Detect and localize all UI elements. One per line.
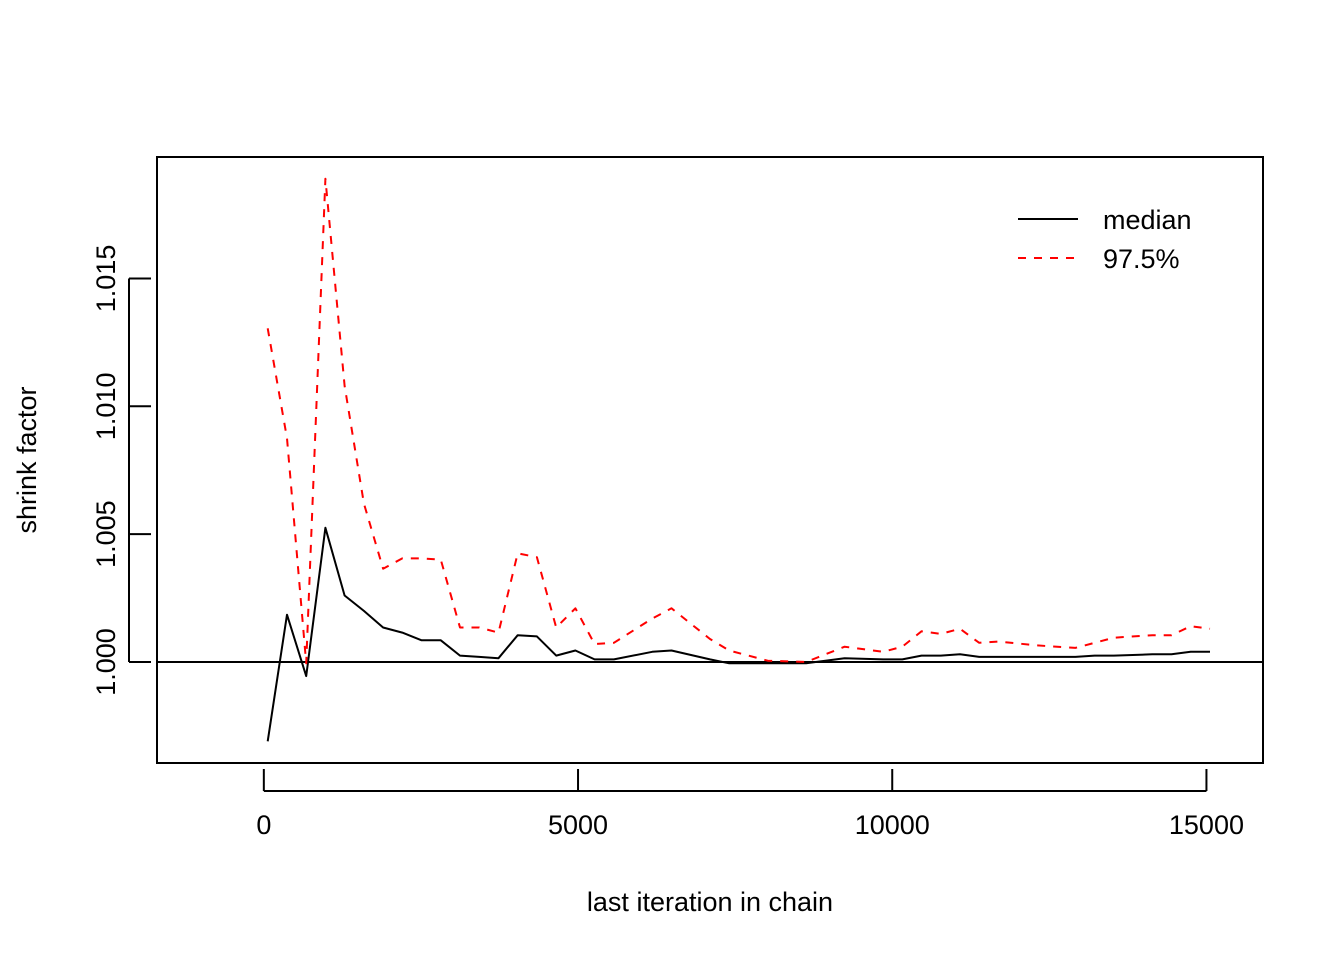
y-tick-label: 1.005: [91, 500, 121, 568]
series-line-median: [266, 526, 1210, 742]
x-tick-label: 15000: [1169, 810, 1244, 840]
x-axis: 0 5000 10000 15000: [256, 769, 1244, 840]
y-tick-label: 1.015: [91, 245, 121, 313]
x-tick-label: 10000: [855, 810, 930, 840]
legend: median 97.5%: [1018, 205, 1192, 274]
series-line-upper: [266, 177, 1211, 665]
y-tick-label: 1.010: [91, 373, 121, 441]
legend-label: 97.5%: [1103, 244, 1180, 274]
y-axis: 1.000 1.005 1.010 1.015: [91, 245, 151, 696]
plot-frame: [156, 156, 1264, 764]
x-tick-label: 0: [256, 810, 271, 840]
legend-label: median: [1103, 205, 1192, 235]
series-layer: [266, 177, 1211, 742]
x-tick-label: 5000: [548, 810, 608, 840]
x-axis-label: last iteration in chain: [587, 887, 833, 917]
y-tick-label: 1.000: [91, 628, 121, 696]
y-axis-label: shrink factor: [12, 386, 42, 533]
